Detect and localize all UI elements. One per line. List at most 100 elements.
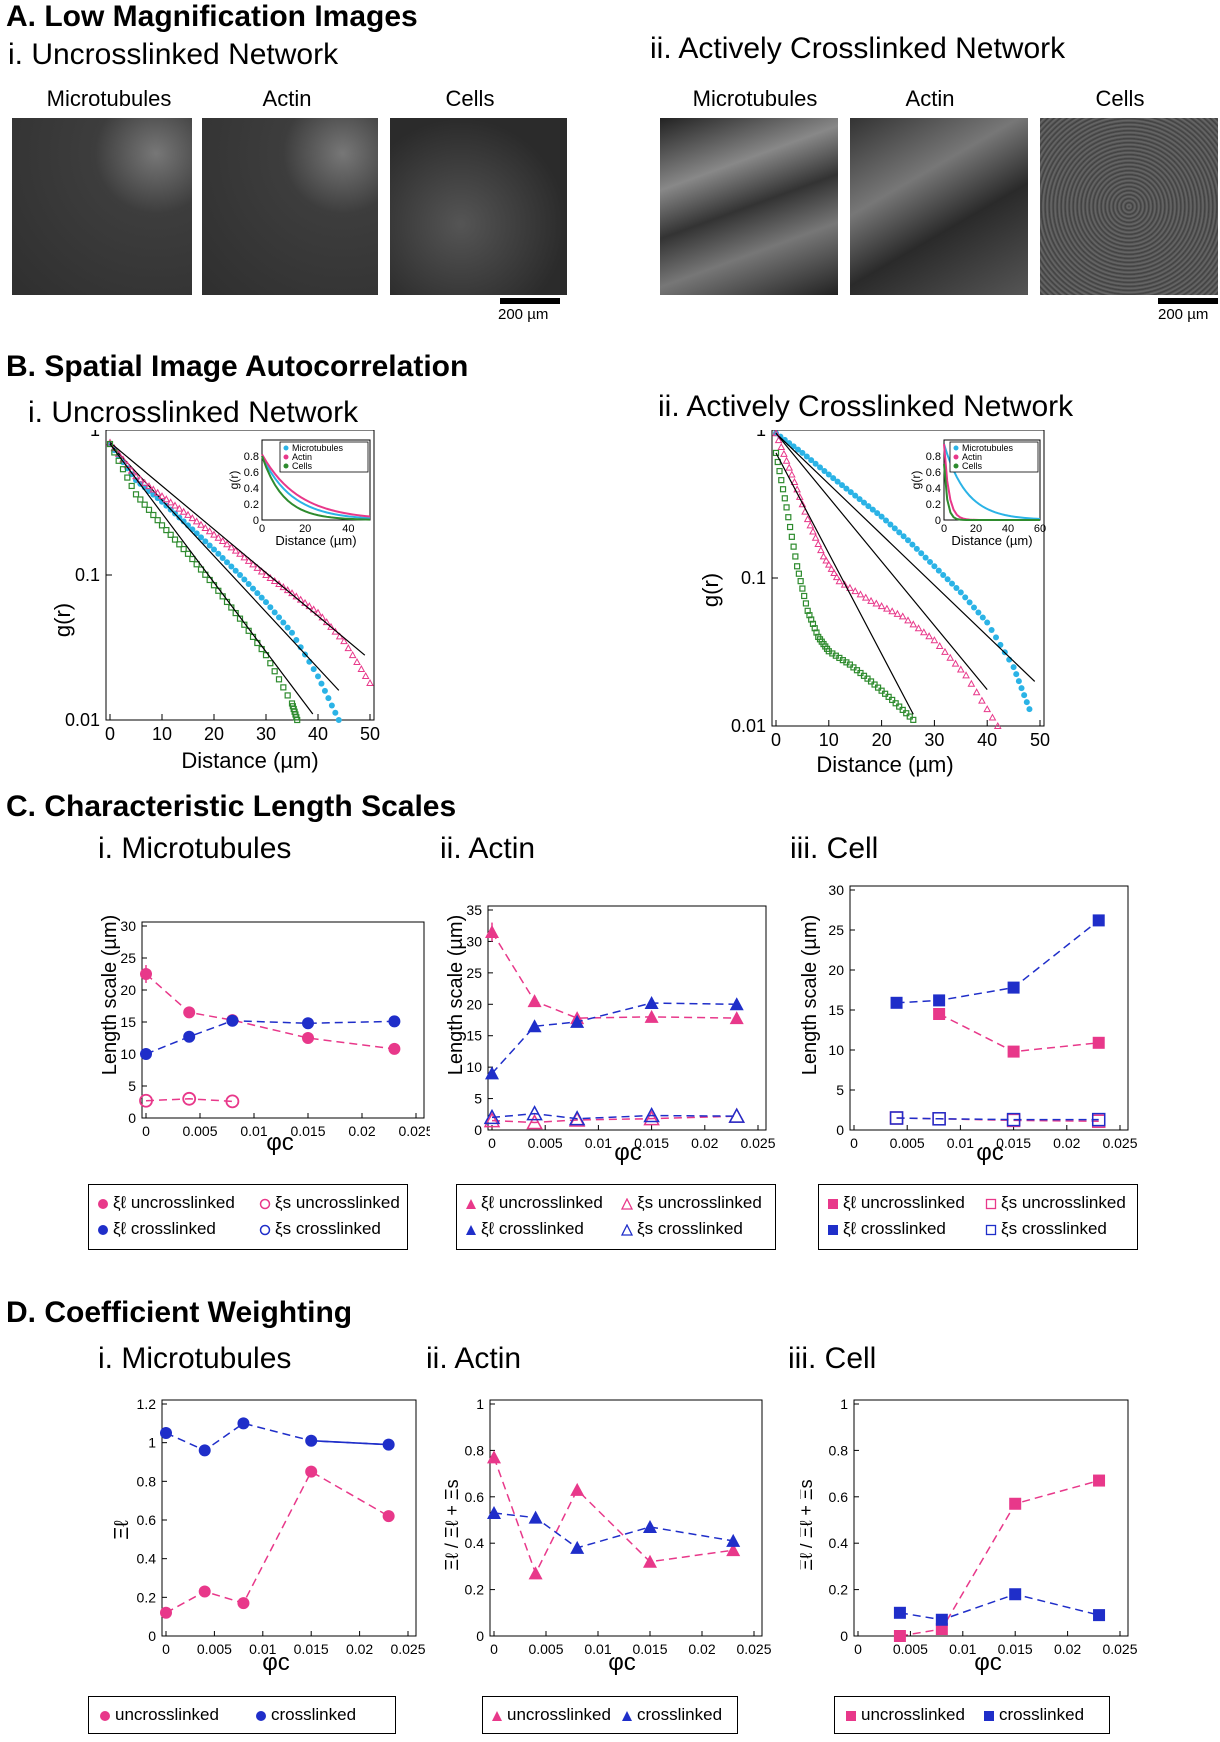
chart-c-iii-point-3-1 [932, 1112, 946, 1126]
chart-b-i-point-1-29 [231, 546, 240, 554]
chart-c-ii-point-2-3 [643, 1110, 660, 1126]
chart-b-i-fit-line-1 [109, 442, 366, 656]
chart-b-i-point-2-5 [128, 482, 135, 490]
chart-b-i-inset-ytick-label-2: 0.4 [244, 483, 259, 495]
chart-b-ii-inset: 00.20.40.60.80 20 40 60g(r)Distance (µm)Mic… [909, 439, 1046, 548]
legend-c-i-item-1: ξℓ uncrosslinked [97, 1193, 235, 1213]
chart-b-ii-point-0-27 [891, 525, 898, 532]
chart-c-ii-xtick-label-2: 0.01 [585, 1135, 612, 1151]
chart-d-ii-point-0-1 [528, 1566, 543, 1580]
chart-b-ii-point-1-41 [925, 632, 933, 640]
chart-b-i-point-1-12 [158, 492, 166, 500]
chart-c-iii-xtick-label-4: 0.02 [1053, 1135, 1080, 1151]
chart-b-i-inset-ytick-label-1: 0.2 [244, 499, 259, 511]
chart-b-ii-point-0-31 [909, 541, 916, 548]
chart-b-ii-point-1-53 [988, 713, 997, 721]
chart-b-i-point-1-34 [253, 563, 262, 571]
chart-b-ii-point-2-11 [792, 553, 799, 560]
chart-b-ii-point-1-4 [782, 456, 791, 464]
chart-b-ii-ytick-label-1: 0.1 [741, 568, 766, 588]
chart-c-i-ytick-label-1: 5 [128, 1078, 136, 1094]
legend-c-i-item-2: ξs uncrosslinked [259, 1193, 400, 1213]
chart-d-i-point-0-0 [160, 1606, 172, 1619]
chart-b-ii-point-1-19 [822, 556, 831, 564]
chart-c-ii-frame [487, 905, 767, 1131]
chart-b-i-point-2-13 [163, 526, 170, 534]
chart-b-i-xtick-label-5: 50 [360, 724, 380, 744]
section-c-title: C. Characteristic Length Scales [6, 790, 457, 823]
chart-c-ii-point-3-0 [483, 1108, 501, 1125]
chart-c-ii-point-3-1 [526, 1105, 543, 1121]
legend-d-ii-item-1: uncrosslinked [491, 1705, 611, 1725]
chart-b-ii-xtick-label-3: 30 [924, 730, 944, 750]
chart-b-i-point-2-7 [137, 496, 144, 503]
chart-d-ii-point-0-0 [487, 1450, 501, 1464]
chart-b-i-point-1-30 [236, 549, 244, 557]
chart-b-i-inset-curve-1 [261, 453, 371, 518]
chart-b-ii-point-1-39 [914, 624, 923, 632]
micrograph-actin-uncrosslinked [202, 118, 378, 295]
chart-b-ii-point-0-12 [825, 471, 832, 478]
chart-b-ii-point-2-17 [802, 600, 810, 607]
chart-b-ii-inset-legend-marker-1 [953, 454, 959, 460]
chart-b-i-point-1-23 [205, 527, 214, 535]
chart-b-ii-inset-ylabel: g(r) [909, 471, 923, 490]
chart-b-i-fit-line-2 [109, 443, 314, 715]
chart-c-i-point-1-1 [183, 1030, 196, 1043]
chart-c-iii-ytick-label-1: 5 [836, 1082, 844, 1098]
chart-c-i-xtick-label-0: 0 [142, 1123, 150, 1139]
chart-d-ii-point-1-0 [487, 1506, 501, 1520]
chart-b-ii-point-2-48 [889, 696, 896, 704]
micrograph-microtubules-crosslinked [660, 118, 838, 295]
chart-b-ii-point-1-15 [811, 533, 820, 541]
chart-b-i-inset-legend-label-1: Actin [292, 452, 312, 462]
chart-b-ii-point-1-28 [856, 590, 865, 598]
chart-d-i-point-0-1 [198, 1585, 211, 1598]
chart-b-ii-point-1-25 [840, 580, 849, 588]
chart-c-iii-ylabel: Length scale (µm) [800, 915, 821, 1075]
chart-b-i-point-2-20 [193, 561, 200, 568]
chart-b-i-point-0-39 [276, 614, 282, 621]
chart-c-iii-point-1-0 [890, 996, 903, 1009]
chart-b-ii-point-2-3 [778, 477, 785, 484]
chart-b-ii-point-1-10 [798, 500, 807, 508]
scale-bar-label-1: 200 µm [498, 306, 549, 323]
chart-b-i-xlabel: Distance (µm) [181, 748, 318, 773]
chart-c-iii-ytick-label-5: 25 [828, 922, 844, 938]
chart-b-i-point-1-16 [175, 504, 184, 512]
chart-b-ii-point-1-21 [827, 564, 836, 572]
image-label-cells: Cells [445, 86, 495, 111]
chart-b-ii-point-1-48 [962, 671, 970, 679]
chart-b-i-point-1-60 [366, 678, 374, 686]
chart-b-i-point-1-51 [327, 622, 335, 630]
panel-c-ii-title: ii. Actin [440, 832, 536, 865]
chart-b-i-point-2-17 [180, 545, 187, 553]
chart-b-ii-point-2-16 [801, 592, 808, 600]
chart-b-i-point-1-22 [201, 523, 210, 531]
chart-b-i-point-0-48 [315, 673, 321, 680]
chart-b-i-point-2-2 [115, 457, 122, 464]
chart-d-i-xtick-label-2: 0.01 [249, 1641, 276, 1657]
chart-b-i-point-1-32 [244, 556, 253, 564]
legend-d-i: uncrosslinked crosslinked [88, 1696, 396, 1734]
chart-b-ii-point-2-54 [910, 716, 917, 723]
chart-b-ii-point-0-14 [834, 478, 841, 485]
chart-b-i-point-2-6 [132, 491, 140, 498]
chart-b-ii-point-2-22 [811, 625, 818, 632]
chart-c-iii-xtick-label-5: 0.025 [1102, 1135, 1137, 1151]
section-d-title: D. Coefficient Weighting [6, 1296, 353, 1329]
chart-c-i-series-line-0 [145, 973, 395, 1050]
panel-b-i-title: i. Uncrosslinked Network [28, 396, 359, 429]
chart-b-i-inset-xlabel: Distance (µm) [275, 533, 356, 548]
chart-c-iii-ytick-label-4: 20 [828, 962, 844, 978]
chart-b-ii-point-2-21 [809, 620, 817, 627]
chart-d-ii: Ξℓ / Ξℓ + Ξs φc 0 0.2 0.4 0.6 0.8 1 0 0.005 0.01… [442, 1396, 772, 1676]
image-label-actin-2: Actin [905, 86, 955, 111]
chart-b-ii-point-0-9 [812, 460, 819, 467]
chart-c-iii-xtick-label-1: 0.005 [890, 1135, 925, 1151]
chart-b-ii-point-2-18 [804, 607, 811, 614]
chart-b-ii-xtick-label-0: 0 [771, 730, 781, 750]
chart-b-i-point-0-36 [263, 599, 269, 606]
chart-c-iii-series-line-1 [896, 919, 1100, 1004]
chart-b-ii-point-2-9 [788, 533, 795, 540]
